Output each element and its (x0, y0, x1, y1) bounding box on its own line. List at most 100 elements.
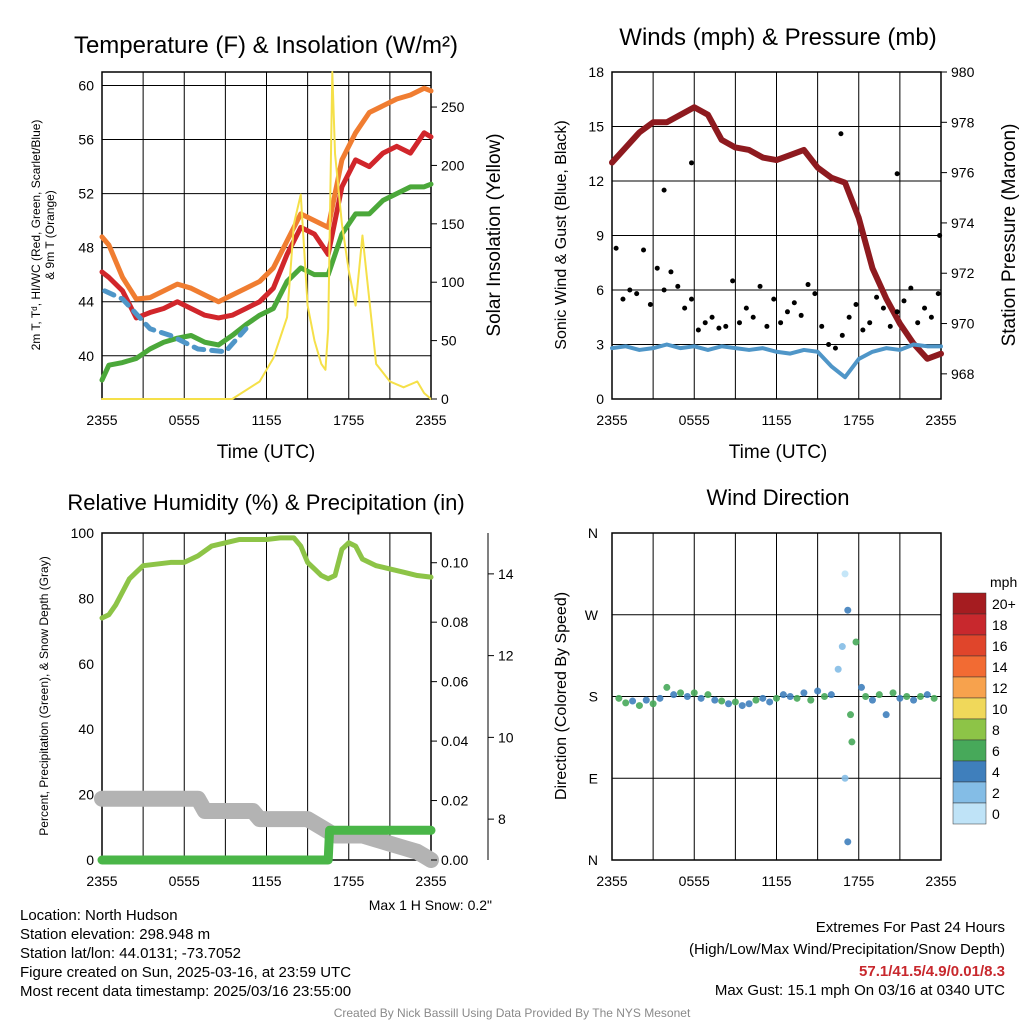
direction-point (903, 693, 911, 700)
credit-text: Created By Nick Bassill Using Data Provi… (333, 1006, 691, 1020)
direction-point (677, 689, 685, 697)
y-right-tick-label: 0 (441, 391, 449, 407)
legend-label: 10 (992, 701, 1008, 717)
humidity-panel: Relative Humidity (%) & Precipitation (i… (37, 490, 514, 889)
gust-point (838, 131, 844, 137)
direction-point (793, 694, 801, 702)
extremes-legend: (High/Low/Max Wind/Precipitation/Snow De… (689, 941, 1005, 958)
direction-point (656, 694, 664, 702)
gust-point (730, 278, 736, 284)
direction-point (649, 700, 657, 708)
direction-point (814, 687, 822, 695)
gust-point (716, 325, 722, 331)
x-tick-label: 1155 (761, 873, 791, 889)
legend-swatch (952, 697, 987, 720)
max-gust-text: Max Gust: 15.1 mph On 03/16 at 0340 UTC (714, 982, 1005, 999)
created-text: Figure created on Sun, 2025-03-16, at 23… (20, 964, 352, 981)
direction-point (766, 698, 774, 706)
x-tick-label: 1155 (761, 412, 791, 428)
direction-point (718, 697, 726, 705)
y-right-tick-label: 50 (441, 333, 457, 349)
gust-point (689, 296, 695, 302)
gust-point (839, 332, 845, 338)
x-tick-label: 2355 (86, 412, 117, 428)
gust-point (812, 291, 818, 297)
y-tick-label: N (588, 525, 598, 541)
y-right-tick-label: 968 (951, 366, 975, 382)
y-right-tick-label: 250 (441, 99, 465, 115)
y-right-tick-label: 14 (498, 566, 514, 582)
y-tick-label: 60 (78, 78, 94, 94)
gust-point (908, 285, 914, 291)
direction-point (910, 696, 918, 704)
gust-point (901, 298, 907, 304)
temperature-series-line (102, 288, 249, 355)
gust-point (736, 320, 742, 326)
location-text: Location: North Hudson (20, 907, 178, 924)
gust-point (654, 265, 660, 271)
legend-label: 18 (992, 617, 1008, 633)
gust-point (915, 320, 921, 326)
precip-line (97, 825, 436, 865)
speed-legend: 20+ 18 16 14 12 10 8 6 4 2 0 (952, 592, 1016, 825)
direction-point (731, 698, 739, 706)
direction-point (683, 693, 691, 700)
y-tick-label: 18 (588, 64, 604, 80)
y-right-tick-label: 978 (951, 114, 975, 130)
y-tick-label: 20 (78, 787, 94, 803)
y-tick-label: 100 (71, 525, 95, 541)
legend-swatch (952, 781, 987, 804)
temperature-title: Temperature (F) & Insolation (W/m²) (74, 32, 458, 59)
y-tick-label: 44 (78, 294, 94, 310)
direction-point (923, 691, 931, 699)
y-tick-label: 52 (78, 186, 94, 202)
legend-swatch (952, 718, 987, 741)
gust-point (880, 305, 886, 311)
direction-point (862, 693, 870, 700)
y-tick-label: 60 (78, 656, 94, 672)
station-info: Location: North Hudson Station elevation… (20, 906, 351, 1001)
gust-point (922, 305, 928, 311)
direction-point (635, 702, 643, 710)
temperature-ylabel-right: Solar Insolation (Yellow) (484, 133, 505, 336)
y-right-tick-label: 974 (951, 215, 975, 231)
legend-label: 8 (992, 722, 1000, 738)
y-right-tick-label: 100 (441, 274, 465, 290)
extremes-values: 57.1/41.5/4.9/0.01/8.3 (859, 963, 1005, 980)
y-right-tick-label: 0.00 (441, 852, 468, 868)
temperature-series-line (101, 71, 432, 400)
direction-point (838, 643, 846, 651)
gust-point (743, 305, 749, 311)
gust-point (627, 287, 633, 293)
legend-swatch (952, 613, 987, 636)
legend-swatch (952, 760, 987, 783)
gust-point (778, 320, 784, 326)
x-tick-label: 2355 (415, 873, 446, 889)
extremes-heading: Extremes For Past 24 Hours (815, 919, 1005, 936)
temperature-series-line (99, 130, 434, 321)
direction-point (615, 694, 623, 702)
snow-depth-line (94, 790, 439, 868)
temperature-series-line (99, 181, 434, 383)
x-tick-label: 2355 (415, 412, 446, 428)
gust-point (798, 312, 804, 318)
legend-label: 12 (992, 680, 1008, 696)
y-tick-label: 6 (596, 282, 604, 298)
latlon-text: Station lat/lon: 44.0131; -73.7052 (20, 945, 242, 962)
x-tick-label: 1755 (843, 412, 874, 428)
legend-label: 0 (992, 806, 1000, 822)
gust-point (846, 314, 852, 320)
pressure-line (609, 104, 944, 362)
gust-point (620, 296, 626, 302)
y-tick-label: S (589, 689, 598, 705)
x-tick-label: 2355 (596, 412, 627, 428)
gust-point (682, 305, 688, 311)
gust-point (826, 342, 832, 347)
temperature-ylabel-left-2: & 9m T (Orange) (43, 190, 57, 280)
direction-panel: Wind Direction 2355 0555 1155 1755 2355 N E S W N… (553, 485, 1017, 889)
y-right-tick-label: 0.02 (441, 793, 468, 809)
direction-point (848, 738, 856, 746)
y-tick-label: 40 (78, 721, 94, 737)
gust-point (634, 291, 640, 297)
